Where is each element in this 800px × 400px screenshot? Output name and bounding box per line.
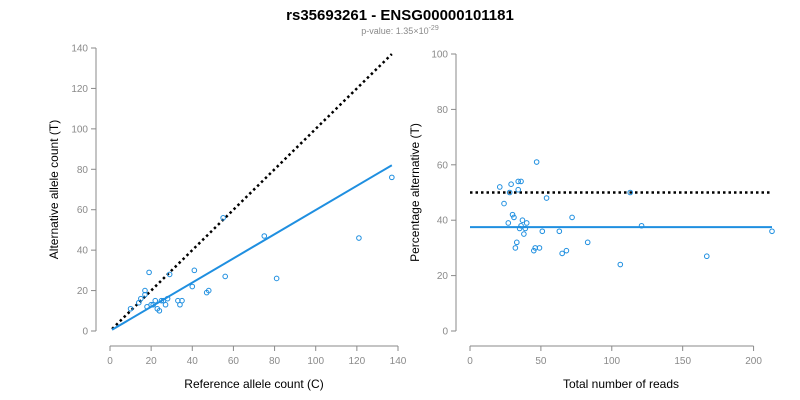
subtitle-exponent: -29 <box>429 25 439 32</box>
data-point <box>505 220 512 226</box>
reference-line <box>111 53 393 330</box>
data-point <box>191 267 198 274</box>
data-point <box>389 174 395 181</box>
x-tick-label: 200 <box>745 356 762 367</box>
data-point <box>518 222 524 229</box>
data-point <box>164 295 171 302</box>
x-tick-label: 80 <box>269 356 281 367</box>
data-point <box>769 228 775 235</box>
data-point <box>513 239 520 246</box>
y-tick-label: 0 <box>82 327 88 338</box>
data-point <box>617 261 624 268</box>
y-tick-label: 140 <box>71 44 88 55</box>
data-point <box>501 200 507 207</box>
data-point <box>152 297 159 304</box>
y-tick-label: 60 <box>77 205 89 216</box>
x-tick-label: 20 <box>146 356 158 367</box>
data-point <box>162 301 169 308</box>
data-point <box>138 295 144 302</box>
data-point <box>205 287 212 294</box>
y-tick-label: 60 <box>437 160 449 171</box>
data-point <box>518 178 524 185</box>
x-tick-label: 60 <box>228 356 240 367</box>
data-point <box>523 220 530 226</box>
data-point <box>356 235 362 241</box>
subtitle-text: p-value: 1.35×10 <box>361 26 428 36</box>
data-point <box>563 247 570 254</box>
y-axis-label: Alternative allele count (T) <box>47 120 61 259</box>
data-point <box>543 195 550 201</box>
data-point <box>506 189 513 196</box>
data-point <box>638 222 645 229</box>
x-tick-label: 0 <box>107 356 113 367</box>
y-tick-label: 100 <box>71 124 88 135</box>
y-tick-label: 80 <box>77 165 89 176</box>
x-tick-label: 150 <box>674 356 691 367</box>
data-point <box>556 228 563 235</box>
data-point <box>559 250 565 257</box>
data-point <box>273 275 280 282</box>
data-point <box>516 225 523 232</box>
data-point <box>627 189 634 196</box>
data-point <box>189 283 196 290</box>
data-point <box>142 291 148 298</box>
y-tick-label: 100 <box>431 50 448 61</box>
chart-title: rs35693261 - ENSG00000101181 <box>286 7 514 24</box>
data-point <box>539 228 546 235</box>
data-point <box>146 269 152 276</box>
y-tick-label: 40 <box>77 246 89 257</box>
y-axis-label: Percentage alternative (T) <box>408 123 422 262</box>
y-tick-label: 0 <box>442 327 448 338</box>
x-axis-label: Reference allele count (C) <box>184 377 323 391</box>
x-tick-label: 120 <box>349 356 366 367</box>
y-tick-label: 120 <box>71 84 88 95</box>
data-point <box>569 214 575 221</box>
data-point <box>515 178 522 185</box>
x-axis-label: Total number of reads <box>563 377 679 391</box>
scatter-panel-allele-counts: 0 20 40 60 80 100 120 140 0 20 40 60 80 100 120 140 Refe… <box>47 44 407 392</box>
data-point <box>158 297 165 304</box>
data-point <box>512 245 519 251</box>
y-tick-label: 40 <box>437 216 449 227</box>
data-point <box>142 287 148 294</box>
data-point <box>220 215 226 221</box>
data-point <box>531 247 537 254</box>
data-point <box>222 273 228 280</box>
x-tick-label: 40 <box>187 356 199 367</box>
x-tick-label: 50 <box>535 356 547 367</box>
y-tick-label: 20 <box>77 286 89 297</box>
data-point <box>515 186 522 193</box>
data-point <box>166 271 173 278</box>
y-tick-label: 80 <box>437 105 449 116</box>
data-point <box>156 307 163 314</box>
data-point <box>522 225 529 232</box>
fit-line <box>111 164 393 331</box>
x-tick-label: 100 <box>603 356 620 367</box>
data-point <box>703 253 710 260</box>
data-point <box>148 301 154 308</box>
data-point <box>519 217 526 223</box>
data-point <box>533 159 540 165</box>
data-point <box>261 233 268 239</box>
x-tick-label: 140 <box>390 356 407 367</box>
x-tick-label: 100 <box>307 356 324 367</box>
data-point <box>584 239 591 246</box>
data-point <box>509 211 516 218</box>
chart-subtitle: p-value: 1.35×10-29 <box>361 25 439 36</box>
data-point <box>536 245 543 251</box>
data-point <box>508 181 514 187</box>
data-point <box>511 214 517 221</box>
data-point <box>496 184 503 190</box>
data-point <box>179 297 185 304</box>
scatter-panel-percentage: 0 50 100 150 200 0 20 40 60 80 100 Total number of … <box>408 50 775 391</box>
x-tick-label: 0 <box>467 356 473 367</box>
y-tick-label: 20 <box>437 271 449 282</box>
data-point <box>127 305 134 312</box>
data-point <box>521 231 527 237</box>
